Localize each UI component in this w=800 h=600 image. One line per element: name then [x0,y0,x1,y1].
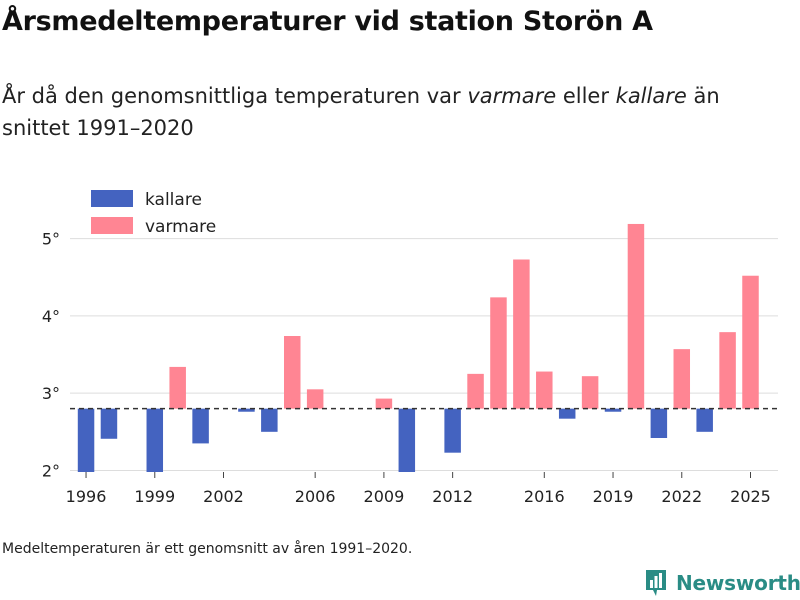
subtitle-part: eller [556,84,616,108]
bar-warmer [627,223,645,409]
x-tick-label: 2006 [295,487,336,506]
chart-subtitle: År då den genomsnittliga temperaturen va… [2,80,782,144]
bar-warmer [169,366,186,409]
subtitle-warm: varmare [467,84,557,108]
x-tick-label: 1996 [66,487,107,506]
bar-warmer [742,275,759,409]
x-tick-label: 2009 [364,487,405,506]
legend-label-colder: kallare [145,190,202,210]
bar-colder [650,408,668,438]
bar-colder [444,408,461,453]
newsworthy-logo-icon [646,570,666,596]
bar-warmer [306,389,324,409]
y-tick-label: 5° [42,230,60,249]
bar-warmer [284,336,301,409]
subtitle-cold: kallare [615,84,687,108]
y-tick-label: 2° [42,461,60,480]
x-tick-label: 2019 [593,487,634,506]
legend-swatch-warmer [91,217,133,234]
bar-chart: 2° 3° 4° 5° 1996 1999 2002 2006 2009 2012 2016 2019… [42,190,778,506]
footnote: Medeltemperaturen är ett genomsnitt av å… [2,541,413,557]
bar-warmer [490,297,507,409]
bar-colder [238,408,255,412]
x-tick-label: 2016 [524,487,565,506]
x-tick-label: 2012 [432,487,473,506]
y-tick-label: 4° [42,307,60,326]
y-tick-label: 3° [42,384,60,403]
x-tick-label: 2022 [661,487,702,506]
x-tick-label: 1999 [134,487,175,506]
bar-colder [192,408,209,444]
chart-title: Årsmedeltemperaturer vid station Storön … [2,6,653,37]
bar-warmer [581,376,599,409]
legend-swatch-colder [91,190,133,207]
bar-warmer [536,371,553,409]
bar-warmer [719,332,736,409]
bar-warmer [513,259,530,409]
bar-colder [398,408,416,472]
bar-colder [604,408,622,412]
subtitle-part: År då den genomsnittliga temperaturen va… [2,84,468,108]
x-tick-label: 2025 [730,487,771,506]
brand-name: Newsworthy [676,571,800,595]
bar-warmer [673,349,691,409]
bar-warmer [467,373,484,409]
x-tick-label: 2002 [203,487,244,506]
bar-colder [696,408,713,432]
subtitle-part: än snittet 1991–2020 [2,84,720,140]
legend-label-warmer: varmare [145,217,216,237]
bar-colder [558,408,576,419]
bar-warmer [375,398,393,409]
bar-colder [100,408,118,439]
bar-colder [146,408,164,472]
newsworthy-logo: Newsworthy [644,568,800,598]
bar-colder [261,408,278,432]
bar-colder [77,408,95,472]
